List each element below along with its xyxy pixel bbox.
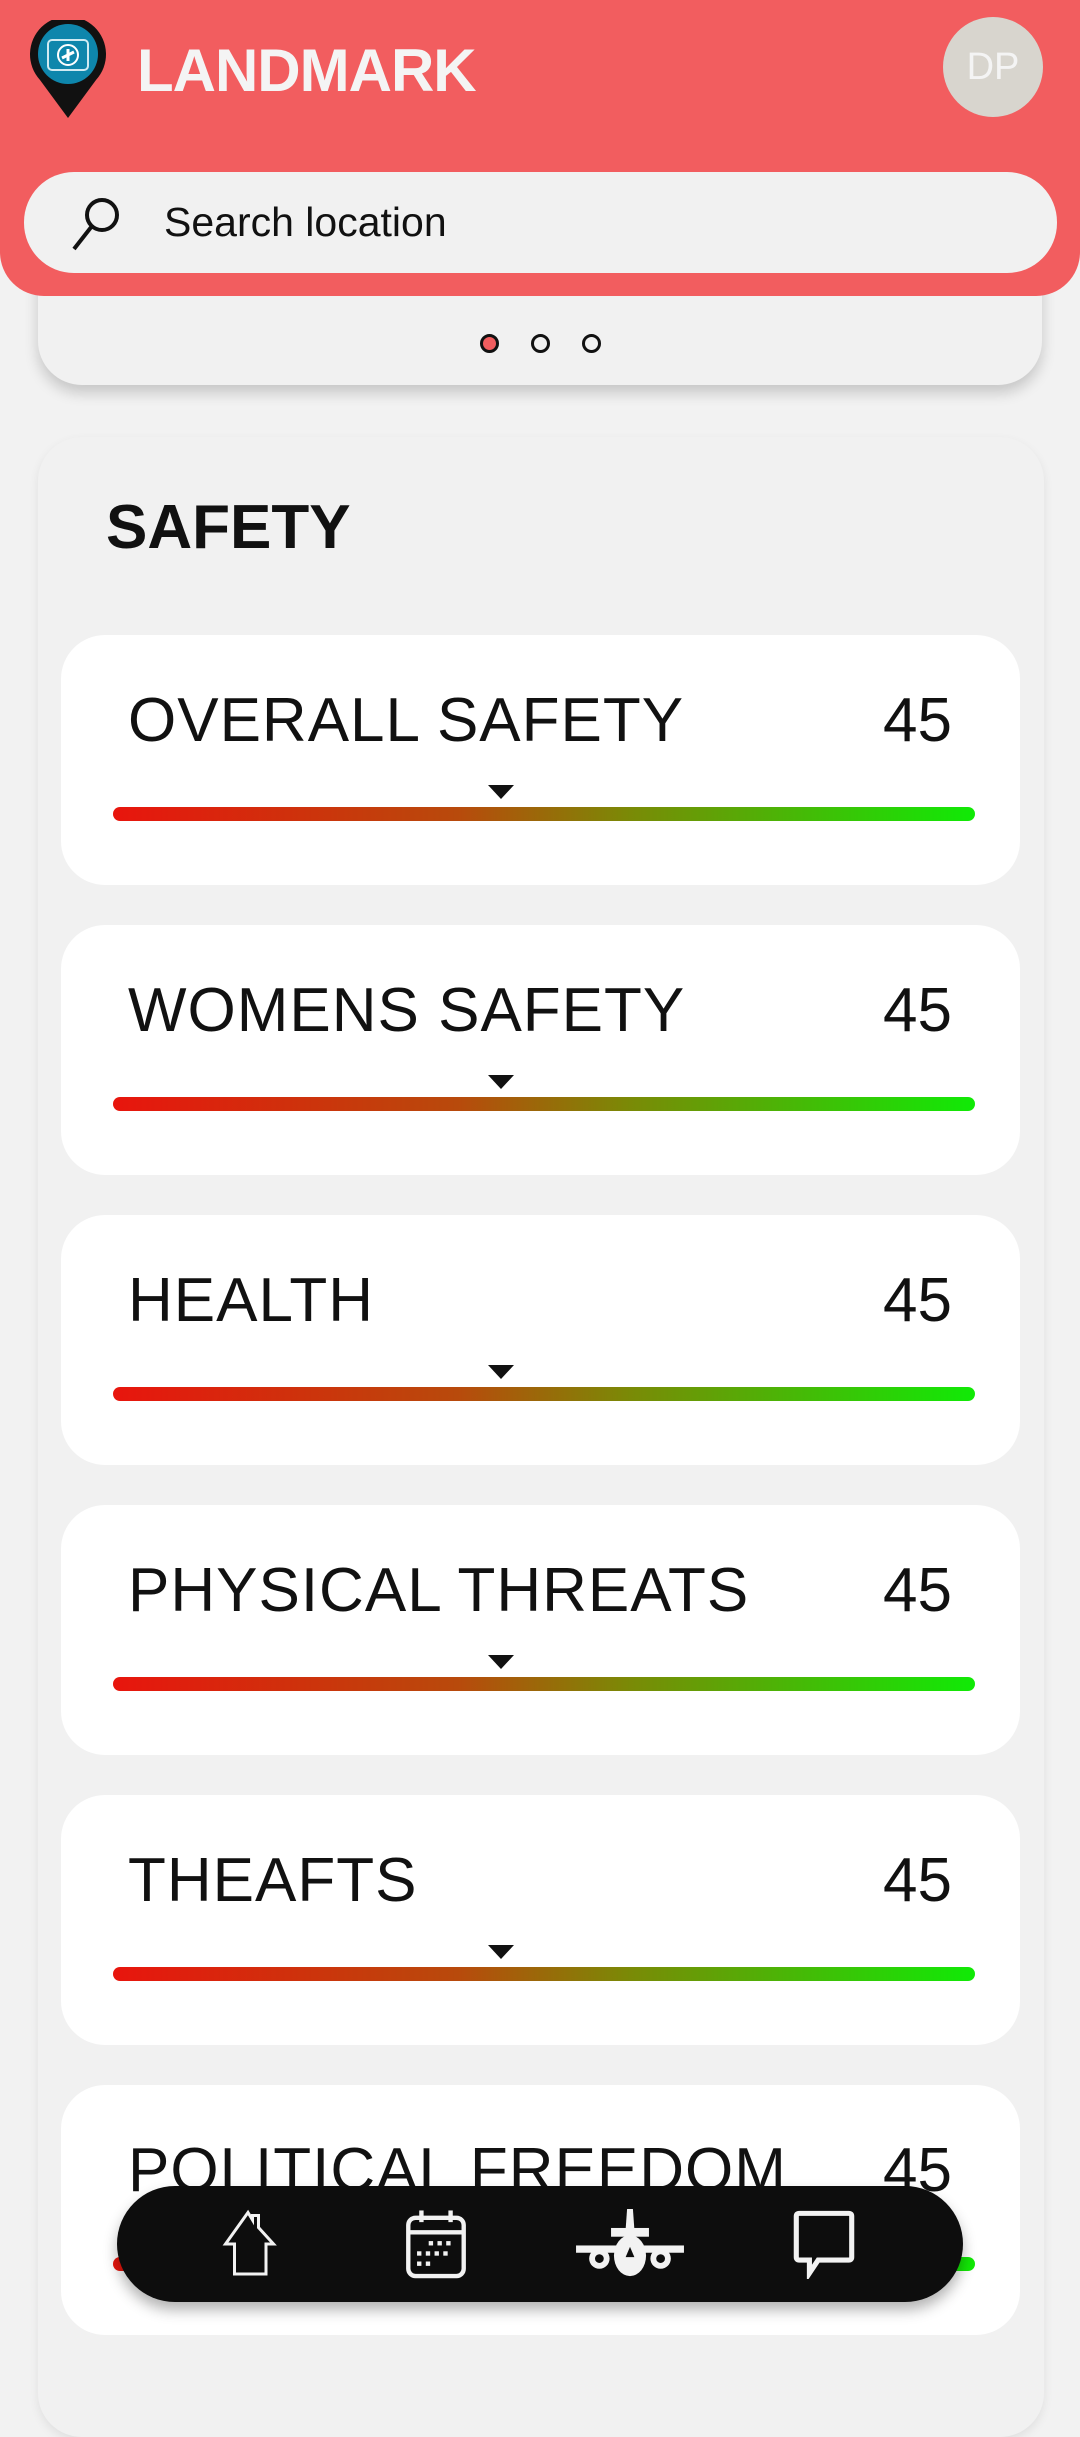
- safety-item-label: PHYSICAL THREATS: [128, 1556, 750, 1625]
- airplane-icon: [575, 2209, 684, 2277]
- safety-item: HEALTH 45: [61, 1215, 1020, 1465]
- safety-item-label: HEALTH: [128, 1266, 375, 1335]
- nav-calendar[interactable]: [396, 2204, 476, 2284]
- score-gradient-bar: [113, 1387, 975, 1401]
- user-avatar[interactable]: DP: [943, 17, 1043, 117]
- safety-item-value: 45: [883, 1266, 952, 1335]
- score-marker-icon: [487, 1945, 514, 1959]
- safety-item-value: 45: [883, 686, 952, 755]
- safety-item: OVERALL SAFETY 45: [61, 635, 1020, 885]
- search-icon: [72, 197, 119, 250]
- home-icon: [222, 2209, 277, 2276]
- chat-icon: [793, 2210, 854, 2279]
- safety-section: SAFETY OVERALL SAFETY 45 WOMENS SAFETY 4…: [38, 437, 1044, 2437]
- score-marker-icon: [487, 1075, 514, 1089]
- score-marker-icon: [487, 785, 514, 799]
- safety-item-value: 45: [883, 1846, 952, 1915]
- score-gradient-bar: [113, 1097, 975, 1111]
- safety-item-label: WOMENS SAFETY: [128, 976, 686, 1045]
- search-input[interactable]: Search location: [24, 172, 1057, 273]
- safety-item: PHYSICAL THREATS 45: [61, 1505, 1020, 1755]
- score-gradient-bar: [113, 1967, 975, 1981]
- section-title: SAFETY: [106, 493, 351, 562]
- app-title: LANDMARK: [137, 37, 477, 104]
- safety-item-label: THEAFTS: [128, 1846, 418, 1915]
- app-header: LANDMARK DP Search location: [0, 0, 1080, 296]
- bottom-nav: [117, 2186, 963, 2302]
- search-placeholder: Search location: [164, 199, 447, 245]
- safety-item: THEAFTS 45: [61, 1795, 1020, 2045]
- nav-chat[interactable]: [784, 2204, 864, 2284]
- calendar-icon: [405, 2210, 466, 2279]
- logo-pin-icon: [30, 20, 106, 118]
- nav-home[interactable]: [217, 2204, 297, 2284]
- safety-item-label: OVERALL SAFETY: [128, 686, 685, 755]
- safety-item-value: 45: [883, 1556, 952, 1625]
- carousel-dot-1[interactable]: [479, 334, 499, 353]
- carousel-pagination: [0, 334, 1080, 353]
- score-marker-icon: [487, 1655, 514, 1669]
- score-marker-icon: [487, 1365, 514, 1379]
- carousel-dot-2[interactable]: [530, 334, 550, 353]
- carousel-dot-3[interactable]: [581, 334, 601, 353]
- safety-item: WOMENS SAFETY 45: [61, 925, 1020, 1175]
- nav-flights[interactable]: [575, 2204, 685, 2284]
- score-gradient-bar: [113, 1677, 975, 1691]
- safety-item-value: 45: [883, 976, 952, 1045]
- score-gradient-bar: [113, 807, 975, 821]
